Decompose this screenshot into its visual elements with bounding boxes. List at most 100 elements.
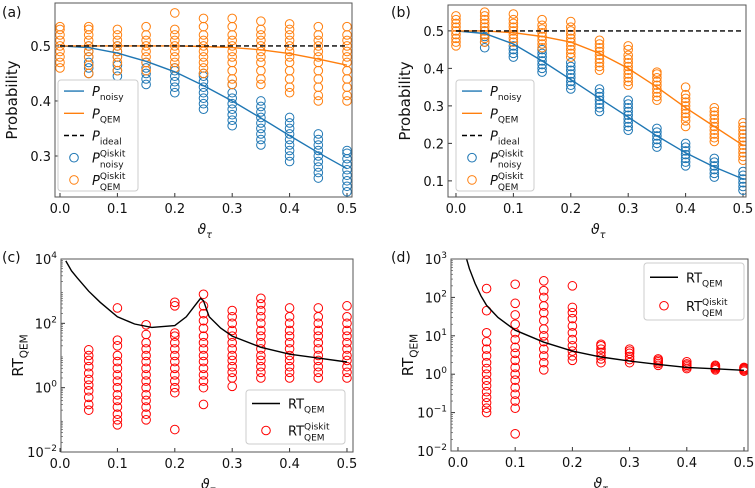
scatter-point xyxy=(284,355,295,366)
scatter-point xyxy=(169,30,180,40)
scatter-point xyxy=(313,373,324,383)
x-tick-label: 0.5 xyxy=(734,456,755,471)
legend-label: PQiskit noisy xyxy=(490,150,524,171)
tick-exponent: −2 xyxy=(434,443,447,453)
scatter-point xyxy=(170,356,180,367)
scatter-point xyxy=(451,37,461,47)
scatter-point xyxy=(510,375,520,385)
scatter-point xyxy=(170,363,180,374)
scatter-point xyxy=(594,102,605,113)
scatter-point xyxy=(227,344,237,354)
scatter-point xyxy=(342,355,352,366)
scatter-point xyxy=(342,367,352,378)
scatter-point xyxy=(83,24,94,35)
plot-area xyxy=(465,259,748,439)
scatter-point xyxy=(652,84,662,94)
legend-label: PQEM xyxy=(490,107,518,125)
legend-label: Pideal xyxy=(92,130,122,148)
tick-base: 0.5 xyxy=(30,40,51,55)
label-subscript: τ xyxy=(602,484,608,488)
scatter-point xyxy=(624,348,635,359)
scatter-point xyxy=(680,104,691,115)
scatter-point xyxy=(256,74,266,84)
x-tick-label: 0.2 xyxy=(164,202,185,217)
scatter-point xyxy=(481,386,492,397)
scatter-point xyxy=(623,50,634,61)
x-tick-label: 0.0 xyxy=(446,202,467,217)
scatter-point xyxy=(508,26,519,36)
label-subscript: QEM xyxy=(702,279,723,289)
scatter-point xyxy=(481,327,492,338)
label-subscript: QEM xyxy=(498,183,519,193)
scatter-point xyxy=(198,344,209,354)
scatter-point xyxy=(198,363,209,374)
tick-base: 0.5 xyxy=(423,25,444,40)
scatter-point xyxy=(313,90,324,101)
scatter-point xyxy=(227,355,237,366)
scatter-point xyxy=(481,363,492,374)
legend-label: RTQiskit QEM xyxy=(288,423,330,444)
scatter-point xyxy=(256,101,266,112)
scatter-point xyxy=(284,87,295,98)
scatter-point xyxy=(508,44,519,55)
scatter-point xyxy=(112,390,123,400)
scatter-point xyxy=(256,299,266,309)
axes-frame xyxy=(54,2,353,198)
scatter-point xyxy=(537,48,547,59)
scatter-point xyxy=(594,65,605,76)
legend-marker-swatch xyxy=(69,175,79,185)
scatter-point xyxy=(313,162,324,172)
scatter-point xyxy=(623,106,634,117)
scatter-point xyxy=(284,118,295,128)
scatter-point xyxy=(112,57,123,68)
y-tick-label: 104 xyxy=(35,251,58,268)
label-main: ϑ xyxy=(591,222,600,238)
label-subscript: τ xyxy=(210,485,216,488)
scatter-point xyxy=(227,74,238,84)
legend-marker-swatch xyxy=(467,175,477,185)
tick-base: 0.3 xyxy=(423,100,444,115)
scatter-point xyxy=(479,42,490,53)
scatter-point xyxy=(481,380,492,391)
scatter-point xyxy=(479,11,490,21)
panel-label: (d) xyxy=(391,250,411,266)
scatter-point xyxy=(83,380,94,390)
label-subscript: noisy xyxy=(498,161,522,171)
scatter-point xyxy=(313,303,324,313)
scatter-point xyxy=(565,65,576,76)
label-main: P xyxy=(92,152,100,167)
scatter-point xyxy=(342,186,352,197)
scatter-point xyxy=(256,52,266,62)
scatter-point xyxy=(313,41,324,51)
scatter-point xyxy=(565,61,576,72)
scatter-point xyxy=(198,35,209,46)
label-subscript: QEM xyxy=(100,115,121,125)
scatter-point xyxy=(198,30,209,40)
scatter-point xyxy=(652,123,662,134)
scatter-point xyxy=(738,151,746,162)
scatter-point xyxy=(680,101,691,111)
scatter-point xyxy=(653,354,663,364)
scatter-point xyxy=(342,170,352,181)
scatter-point xyxy=(680,142,691,152)
scatter-point xyxy=(170,297,180,308)
x-tick-label: 0.2 xyxy=(164,457,185,472)
series-line xyxy=(455,30,744,180)
scatter-point xyxy=(141,30,151,40)
scatter-point xyxy=(709,164,720,175)
scatter-point xyxy=(256,331,266,341)
tick-base: 10 xyxy=(425,330,442,345)
scatter-point xyxy=(198,370,209,380)
scatter-point xyxy=(227,367,237,378)
x-tick-label: 0.5 xyxy=(337,202,358,217)
scatter-point xyxy=(227,325,237,336)
scatter-point xyxy=(112,350,123,361)
scatter-point xyxy=(313,367,324,378)
scatter-point xyxy=(342,337,352,348)
scatter-point xyxy=(508,14,519,25)
scatter-point xyxy=(508,33,519,44)
scatter-point xyxy=(342,30,352,40)
scatter-point xyxy=(227,361,237,372)
scatter-point xyxy=(141,329,151,340)
